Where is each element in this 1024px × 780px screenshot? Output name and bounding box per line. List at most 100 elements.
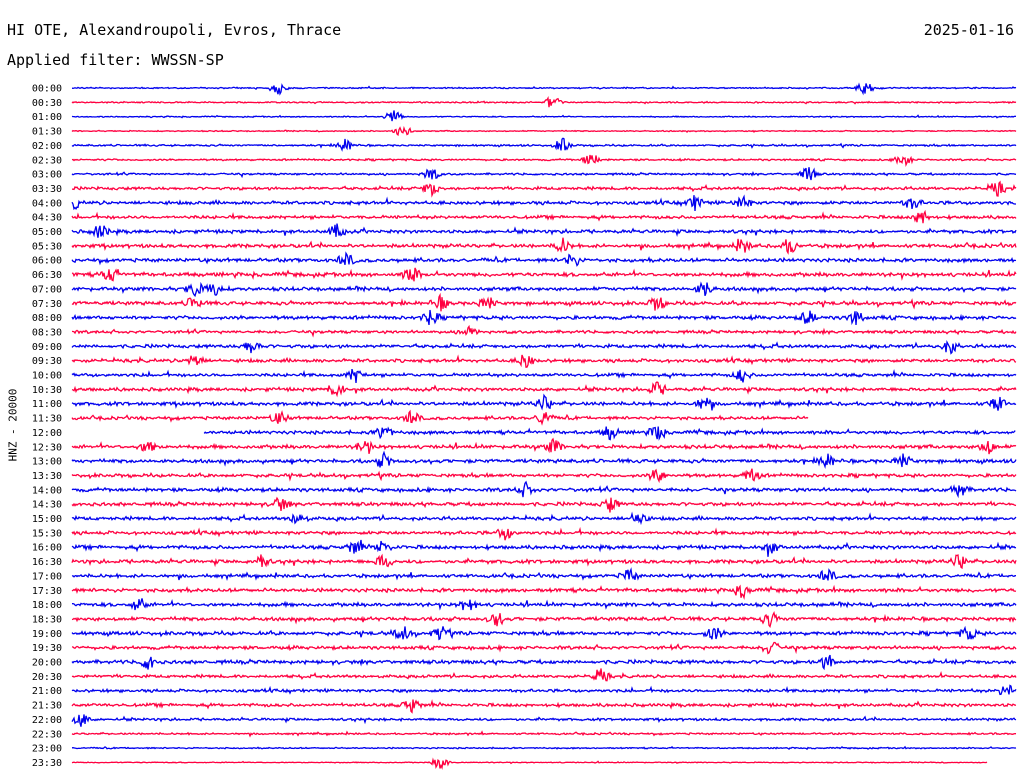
trace-row [71,82,1017,96]
trace-row [71,468,1017,484]
trace-row [71,668,1017,682]
trace-row [71,381,1017,398]
trace-row [71,251,1017,267]
trace-row [71,567,1016,582]
time-label: 00:00 [32,84,62,95]
time-label: 14:00 [32,485,62,496]
trace-row [71,339,1017,355]
trace-row [71,553,1017,570]
time-label: 00:30 [32,98,62,109]
time-label: 16:30 [32,557,62,568]
trace-row [71,167,1017,181]
time-label: 01:00 [32,112,62,123]
trace-row [71,110,1017,122]
time-label: 09:30 [32,356,62,367]
trace-row [71,641,1017,655]
time-label: 06:00 [32,256,62,267]
trace-row [71,209,1017,224]
trace-row [71,511,1017,526]
trace-row [71,610,1017,629]
time-label: 18:00 [32,600,62,611]
trace-row [71,450,1017,469]
trace-row [71,194,1016,211]
time-label: 12:30 [32,442,62,453]
time-label: 20:00 [32,658,62,669]
time-label: 05:30 [32,241,62,252]
time-label: 21:00 [32,686,62,697]
trace-row [71,180,1017,198]
trace-row [71,437,1017,455]
trace-row [71,684,1017,696]
time-label: 05:00 [32,227,62,238]
time-label: 22:00 [32,715,62,726]
time-label: 06:30 [32,270,62,281]
trace-row [71,539,1017,557]
trace-row [71,625,1017,641]
trace-row [71,95,1017,108]
time-label: 13:00 [32,457,62,468]
time-label: 23:30 [32,758,62,769]
trace-row [71,526,1017,541]
time-label: 11:30 [32,414,62,425]
time-label: 08:30 [32,327,62,338]
trace-row [71,324,1017,338]
trace-row [71,757,988,770]
trace-row [71,699,1017,714]
trace-row [203,426,1016,441]
time-label: 23:00 [32,744,62,755]
filter-label: Applied filter: WWSSN-SP [7,51,224,69]
trace-row [71,309,1017,326]
trace-row [71,368,1017,383]
time-label: 18:30 [32,614,62,625]
time-label: 16:00 [32,543,62,554]
trace-row [71,267,1017,282]
trace-row [71,584,1017,600]
trace-row [71,480,1017,499]
time-label: 03:30 [32,184,62,195]
time-label: 04:30 [32,213,62,224]
trace-row [71,745,1017,751]
time-label: 22:30 [32,729,62,740]
time-label: 02:30 [32,155,62,166]
time-label: 19:30 [32,643,62,654]
time-label: 15:30 [32,528,62,539]
trace-row [71,409,809,426]
time-label: 14:30 [32,500,62,511]
time-label: 19:00 [32,629,62,640]
time-label: 11:00 [32,399,62,410]
time-label: 15:00 [32,514,62,525]
time-label: 17:30 [32,586,62,597]
time-label: 09:00 [32,342,62,353]
time-label: 01:30 [32,127,62,138]
trace-row [71,354,1017,368]
time-label: 03:00 [32,170,62,181]
trace-row [71,292,1017,312]
time-label: 13:30 [32,471,62,482]
trace-row [71,125,1017,137]
time-label: 21:30 [32,701,62,712]
time-label: 02:00 [32,141,62,152]
time-label: 10:00 [32,371,62,382]
station-title: HI OTE, Alexandroupoli, Evros, Thrace [7,21,342,39]
time-label: 10:30 [32,385,62,396]
trace-row [71,496,1017,513]
trace-row [71,393,1017,411]
trace-row [71,281,1017,298]
time-label: 20:30 [32,672,62,683]
time-label: 04:00 [32,198,62,209]
trace-row [71,137,1017,152]
time-label: 08:00 [32,313,62,324]
date-label: 2025-01-16 [923,21,1014,39]
trace-row [71,714,1017,727]
trace-row [71,730,1017,738]
trace-row [71,223,1017,238]
time-label: 07:00 [32,284,62,295]
trace-row [71,154,1017,168]
time-label: 07:30 [32,299,62,310]
time-label: 12:00 [32,428,62,439]
trace-row [71,654,1017,671]
time-label: 17:00 [32,571,62,582]
trace-row [71,237,1017,255]
trace-row [71,598,1017,611]
